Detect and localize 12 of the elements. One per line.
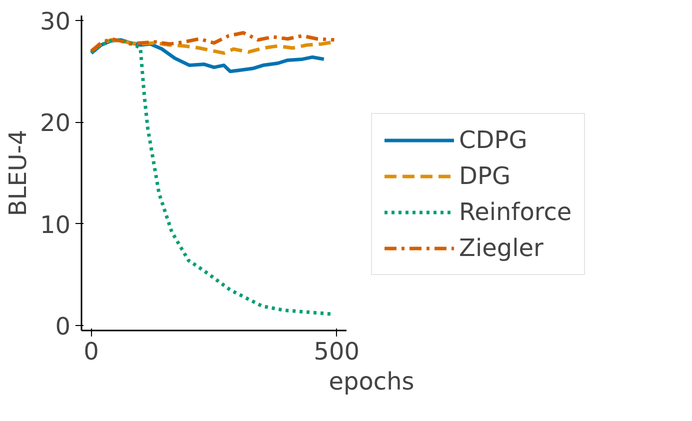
legend-label: Reinforce bbox=[459, 198, 572, 226]
legend-label: DPG bbox=[459, 162, 511, 190]
y-tick-label: 20 bbox=[40, 109, 71, 138]
y-tick-label: 30 bbox=[40, 8, 71, 36]
y-tick-label: 10 bbox=[40, 210, 71, 239]
x-axis-title: epochs bbox=[328, 368, 414, 396]
y-axis-title: BLEU-4 bbox=[4, 130, 32, 216]
line-series bbox=[90, 31, 336, 53]
legend-label: CDPG bbox=[459, 126, 528, 154]
legend-label: Ziegler bbox=[459, 234, 544, 262]
y-tick-label: 0 bbox=[55, 312, 71, 340]
x-tick-label: 500 bbox=[314, 338, 360, 366]
